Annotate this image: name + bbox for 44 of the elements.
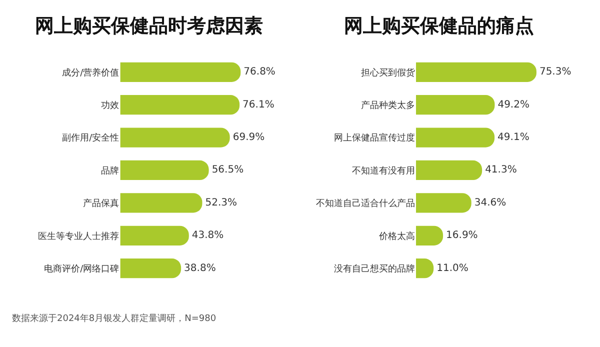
- y-tick-label: 不知道有没有用: [352, 165, 415, 176]
- bar: [416, 95, 495, 115]
- y-tick-label: 没有自己想买的品牌: [334, 263, 415, 274]
- y-tick-label: 副作用/安全性: [62, 132, 120, 144]
- y-tick-label: 价格太高: [378, 230, 415, 242]
- y-tick-label: 功效: [101, 100, 120, 111]
- data-label: 76.1%: [242, 99, 274, 110]
- data-label: 56.5%: [212, 164, 244, 176]
- bar: [120, 258, 182, 278]
- bar: [120, 128, 230, 148]
- bar: [416, 62, 536, 82]
- data-label: 75.3%: [539, 66, 572, 78]
- y-tick-label: 产品保真: [83, 198, 120, 210]
- y-tick-label: 不知道自己适合什么产品: [316, 198, 415, 210]
- chart-title: 网上购买保健品时考虑因素: [35, 15, 263, 37]
- bar: [416, 226, 444, 246]
- data-label: 38.8%: [184, 262, 216, 274]
- bar: [416, 160, 482, 180]
- data-label: 49.1%: [498, 132, 530, 144]
- y-tick-label: 成分/营养价值: [62, 67, 120, 78]
- y-tick-label: 担心买到假货: [361, 67, 415, 78]
- y-tick-label: 电商评价/网络口碑: [44, 263, 120, 274]
- bar: [120, 193, 202, 213]
- data-label: 11.0%: [436, 262, 468, 274]
- text: 数据来源于2024年8月银发人群定量调研，N=980: [12, 313, 216, 324]
- data-label: 41.3%: [485, 164, 517, 176]
- data-label: 34.6%: [474, 197, 506, 208]
- data-label: 43.8%: [192, 230, 224, 242]
- data-label: 49.2%: [498, 99, 530, 110]
- y-tick-label: 医生等专业人士推荐: [38, 230, 120, 242]
- y-tick-label: 品牌: [101, 165, 120, 176]
- bar: [416, 128, 495, 148]
- data-label: 16.9%: [446, 230, 478, 242]
- bar: [416, 193, 472, 213]
- data-label: 69.9%: [232, 132, 265, 144]
- chart-title: 网上购买保健品的痛点: [344, 15, 534, 37]
- bar: [120, 160, 209, 180]
- data-label: 52.3%: [205, 197, 238, 208]
- data-label: 76.8%: [244, 66, 276, 78]
- y-tick-label: 网上保健品宣传过度: [334, 132, 415, 144]
- bar: [120, 95, 240, 115]
- y-tick-label: 产品种类太多: [361, 100, 415, 111]
- bar: [120, 62, 241, 82]
- bar: [120, 226, 189, 246]
